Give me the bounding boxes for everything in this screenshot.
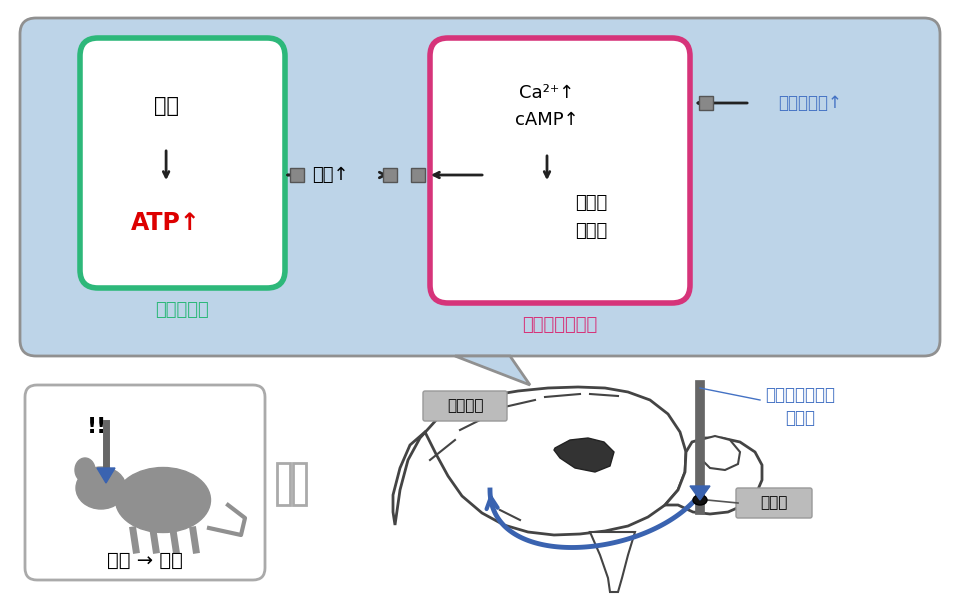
Text: セロトニン神経: セロトニン神経 [765,386,835,404]
Polygon shape [455,356,530,385]
Polygon shape [97,468,115,483]
Polygon shape [554,438,614,472]
Polygon shape [690,486,710,500]
Text: cAMP↑: cAMP↑ [516,111,579,129]
Text: Ca²⁺↑: Ca²⁺↑ [519,84,575,102]
Bar [290,168,304,182]
Text: 縫線核: 縫線核 [760,496,788,511]
Text: !!: !! [86,417,108,437]
Ellipse shape [75,458,95,482]
Bar [293,463,306,505]
Polygon shape [590,532,635,592]
Text: 大脳皮質: 大脳皮質 [446,398,483,413]
Bar [277,463,290,505]
Ellipse shape [693,495,707,505]
Bar [383,168,397,182]
Polygon shape [698,436,740,470]
Text: 興奮性神経: 興奮性神経 [156,301,209,319]
Ellipse shape [76,467,126,509]
Ellipse shape [115,468,210,532]
Text: 乳酸↑: 乳酸↑ [312,166,348,184]
Bar [411,168,425,182]
Text: 光刺激: 光刺激 [785,409,815,427]
Text: セロトニン↑: セロトニン↑ [778,94,842,112]
Text: 睡眠 → 覚醒: 睡眠 → 覚醒 [108,551,183,569]
Text: グリコ: グリコ [575,194,608,212]
Text: アストロサイト: アストロサイト [522,316,598,334]
Polygon shape [665,438,762,514]
Text: ATP↑: ATP↑ [132,211,201,235]
FancyBboxPatch shape [423,391,507,421]
Text: 乳酸: 乳酸 [154,96,179,116]
Text: －ゲン: －ゲン [575,222,608,240]
FancyBboxPatch shape [20,18,940,356]
FancyBboxPatch shape [430,38,690,303]
FancyBboxPatch shape [80,38,285,288]
Bar [699,96,713,110]
FancyBboxPatch shape [736,488,812,518]
FancyBboxPatch shape [25,385,265,580]
Polygon shape [393,387,686,535]
